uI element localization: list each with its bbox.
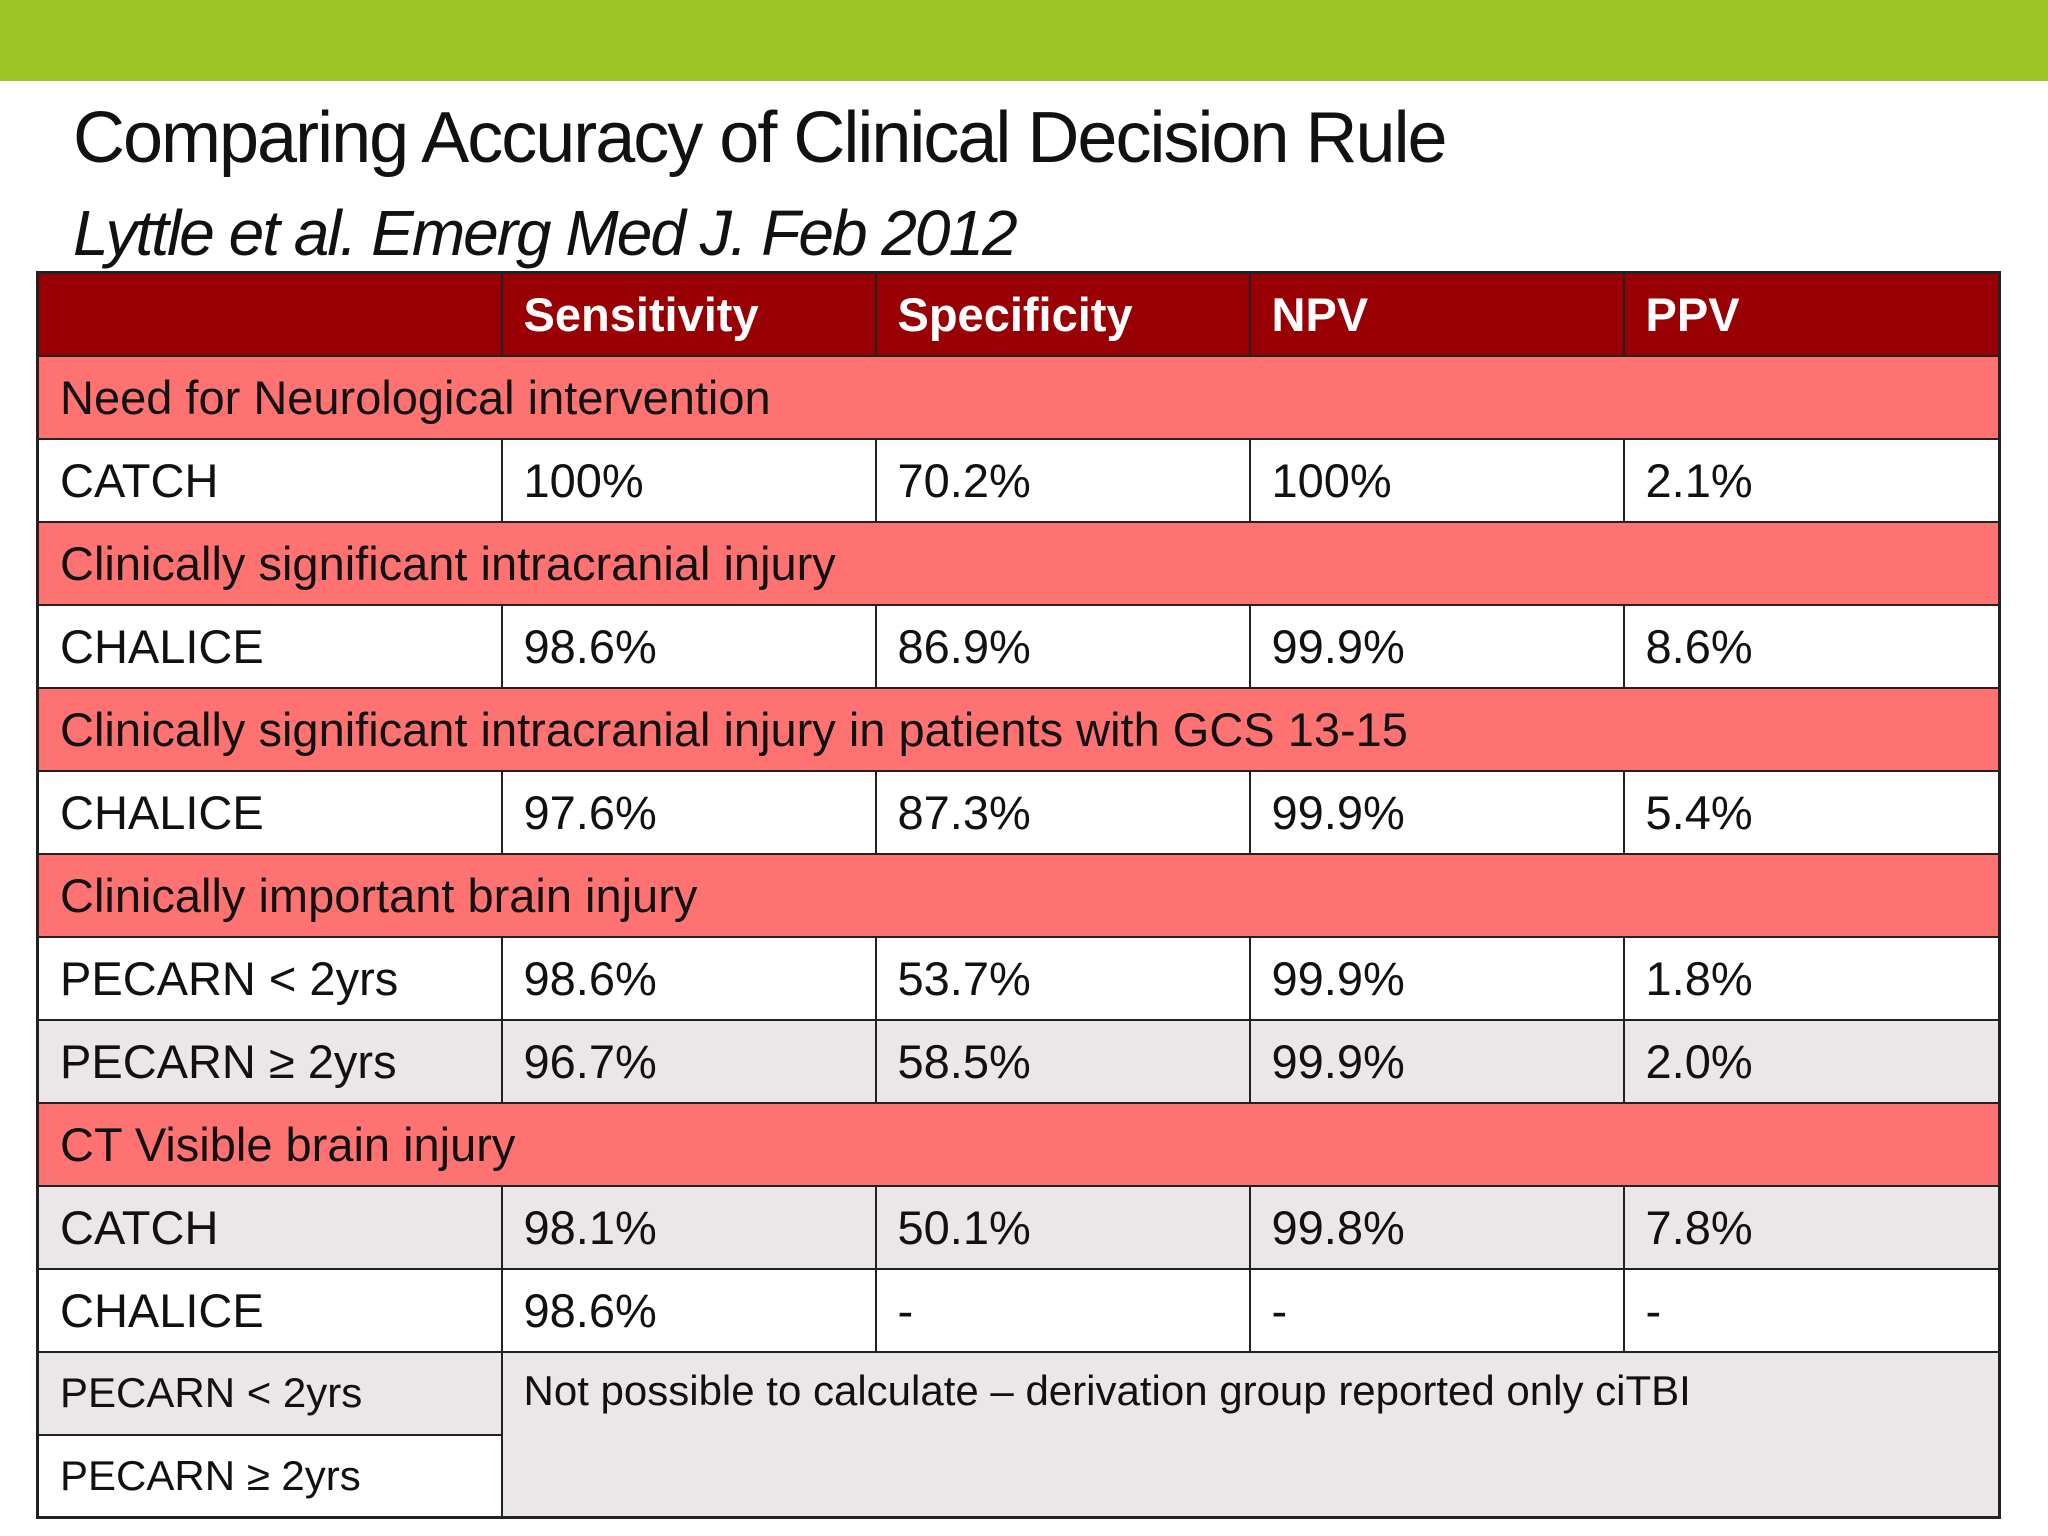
section-row: Need for Neurological intervention xyxy=(36,354,2001,440)
npv-cell: 100% xyxy=(1248,437,1625,523)
sensitivity-cell: 100% xyxy=(500,437,877,523)
sensitivity-cell: 97.6% xyxy=(500,769,877,855)
not-calculable-note: Not possible to calculate – derivation g… xyxy=(500,1350,2001,1519)
row-label: PECARN ≥ 2yrs xyxy=(36,1018,503,1104)
section-title: Need for Neurological intervention xyxy=(36,354,2001,440)
accuracy-table: Sensitivity Specificity NPV PPV Need for… xyxy=(36,271,2001,1519)
table-row: PECARN ≥ 2yrs xyxy=(36,1433,2000,1519)
table-row: CHALICE 97.6% 87.3% 99.9% 5.4% xyxy=(36,769,2001,855)
header-cell-blank xyxy=(36,271,503,357)
table-row: CATCH 100% 70.2% 100% 2.1% xyxy=(36,437,2001,523)
ppv-cell: 1.8% xyxy=(1622,935,2001,1021)
header-npv: NPV xyxy=(1248,271,1625,357)
npv-cell: 99.9% xyxy=(1248,1018,1625,1104)
npv-cell: - xyxy=(1248,1267,1625,1353)
row-label: PECARN ≥ 2yrs xyxy=(36,1433,503,1519)
sensitivity-cell: 98.1% xyxy=(500,1184,877,1270)
sensitivity-cell: 98.6% xyxy=(500,935,877,1021)
specificity-cell: 86.9% xyxy=(874,603,1251,689)
specificity-cell: 87.3% xyxy=(874,769,1251,855)
table-row: PECARN ≥ 2yrs 96.7% 58.5% 99.9% 2.0% xyxy=(36,1018,2001,1104)
header-sensitivity: Sensitivity xyxy=(500,271,877,357)
section-title: Clinically significant intracranial inju… xyxy=(36,686,2001,772)
sensitivity-cell: 96.7% xyxy=(500,1018,877,1104)
npv-cell: 99.9% xyxy=(1248,769,1625,855)
npv-cell: 99.9% xyxy=(1248,935,1625,1021)
npv-cell: 99.8% xyxy=(1248,1184,1625,1270)
table-row: PECARN < 2yrs 98.6% 53.7% 99.9% 1.8% xyxy=(36,935,2001,1021)
section-title: CT Visible brain injury xyxy=(36,1101,2001,1187)
npv-cell: 99.9% xyxy=(1248,603,1625,689)
row-label: PECARN < 2yrs xyxy=(36,935,503,1021)
section-row: Clinically significant intracranial inju… xyxy=(36,520,2001,606)
header-ppv: PPV xyxy=(1622,271,2001,357)
sensitivity-cell: 98.6% xyxy=(500,1267,877,1353)
row-label: CATCH xyxy=(36,1184,503,1270)
sensitivity-cell: 98.6% xyxy=(500,603,877,689)
slide-subtitle: Lyttle et al. Emerg Med J. Feb 2012 xyxy=(73,197,1018,269)
table-row: PECARN < 2yrs Not possible to calculate … xyxy=(36,1350,2001,1519)
table-row: CHALICE 98.6% - - - xyxy=(36,1267,2001,1353)
table-header-row: Sensitivity Specificity NPV PPV xyxy=(36,271,2001,357)
row-label: CHALICE xyxy=(36,769,503,855)
specificity-cell: 58.5% xyxy=(874,1018,1251,1104)
ppv-cell: - xyxy=(1622,1267,2001,1353)
section-row: Clinically significant intracranial inju… xyxy=(36,686,2001,772)
header-specificity: Specificity xyxy=(874,271,1251,357)
top-accent-bar xyxy=(0,0,2048,81)
ppv-cell: 8.6% xyxy=(1622,603,2001,689)
ppv-cell: 5.4% xyxy=(1622,769,2001,855)
row-label: CATCH xyxy=(36,437,503,523)
table-row: CATCH 98.1% 50.1% 99.8% 7.8% xyxy=(36,1184,2001,1270)
specificity-cell: 50.1% xyxy=(874,1184,1251,1270)
row-label: PECARN < 2yrs xyxy=(36,1350,503,1436)
section-title: Clinically important brain injury xyxy=(36,852,2001,938)
specificity-cell: - xyxy=(874,1267,1251,1353)
ppv-cell: 7.8% xyxy=(1622,1184,2001,1270)
row-label: CHALICE xyxy=(36,1267,503,1353)
ppv-cell: 2.0% xyxy=(1622,1018,2001,1104)
section-row: Clinically important brain injury xyxy=(36,852,2001,938)
row-label: CHALICE xyxy=(36,603,503,689)
specificity-cell: 70.2% xyxy=(874,437,1251,523)
specificity-cell: 53.7% xyxy=(874,935,1251,1021)
ppv-cell: 2.1% xyxy=(1622,437,2001,523)
section-title: Clinically significant intracranial inju… xyxy=(36,520,2001,606)
table-row: CHALICE 98.6% 86.9% 99.9% 8.6% xyxy=(36,603,2001,689)
section-row: CT Visible brain injury xyxy=(36,1101,2001,1187)
slide-title: Comparing Accuracy of Clinical Decision … xyxy=(73,98,1448,178)
